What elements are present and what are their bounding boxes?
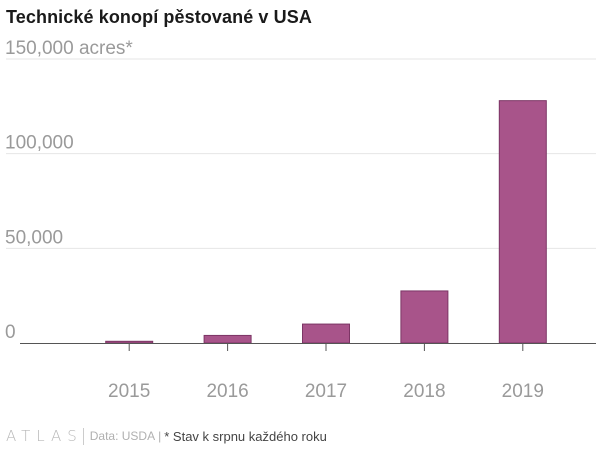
y-axis-ticks: 0 50,000 100,000 150,000 acres*: [5, 38, 133, 343]
x-axis-ticks: 2015 2016 2017 2018 2019: [108, 343, 544, 402]
footnote: * Stav k srpnu každého roku: [164, 428, 327, 444]
x-tick-label: 2018: [403, 381, 445, 402]
data-source: Data: USDA: [89, 429, 156, 443]
x-tick-label: 2016: [206, 381, 248, 402]
gridlines: [6, 58, 596, 249]
bar-2015: [105, 340, 154, 344]
x-tick-label: 2019: [502, 381, 544, 402]
y-tick-label: 0: [5, 322, 16, 343]
bars: [105, 100, 547, 344]
atlas-logo: ATLAS: [6, 427, 83, 445]
y-tick-label: 50,000: [5, 227, 63, 248]
bar-2016: [203, 334, 252, 344]
bar-2019: [498, 100, 547, 344]
chart-footer: ATLAS Data: USDA | * Stav k srpnu každéh…: [6, 425, 327, 447]
x-tick-label: 2017: [305, 381, 347, 402]
bar-2017: [302, 323, 350, 344]
x-tick-label: 2015: [108, 381, 150, 402]
bar-2018: [400, 290, 449, 344]
footer-divider: [82, 427, 84, 445]
y-tick-label: 100,000: [5, 133, 74, 154]
y-tick-label: 150,000 acres*: [5, 38, 133, 59]
chart-title: Technické konopí pěstované v USA: [6, 7, 312, 27]
footer-pipe: |: [158, 429, 162, 443]
